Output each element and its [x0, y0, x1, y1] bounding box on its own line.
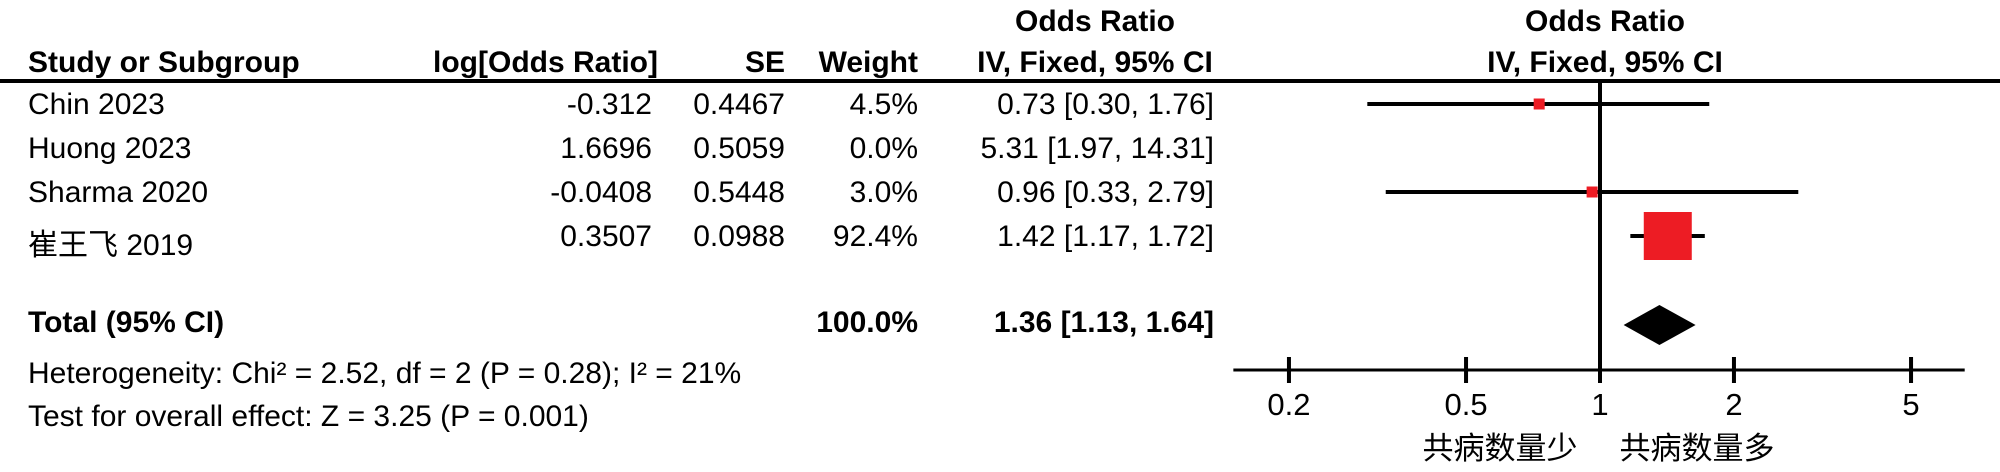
study-row: Huong 2023 1.6696 0.5059 0.0% 5.31 [1.97, 14…	[0, 132, 2000, 166]
study-se: 0.0988	[693, 220, 785, 253]
total-diamond	[1623, 305, 1696, 345]
axis-tick-label: 0.2	[1267, 387, 1310, 422]
study-marker	[1643, 212, 1692, 260]
study-log-or: 1.6696	[560, 132, 652, 165]
axis-tick-label: 5	[1902, 387, 1919, 422]
study-log-or: -0.312	[566, 88, 652, 121]
study-ci-text: 1.42 [1.17, 1.72]	[997, 220, 1214, 253]
plot-or-title: Odds Ratio	[1524, 5, 1685, 38]
total-label: Total (95% CI)	[28, 306, 225, 339]
study-row: Sharma 2020 -0.0408 0.5448 3.0% 0.96 [0.33, …	[0, 176, 2000, 210]
study-weight: 3.0%	[849, 176, 918, 209]
overall-effect-text: Test for overall effect: Z = 3.25 (P = 0…	[28, 400, 589, 433]
header-study-or-subgroup: Study or Subgroup	[28, 46, 300, 79]
study-weight: 4.5%	[849, 88, 918, 121]
study-marker	[1586, 186, 1598, 198]
study-ci-text: 0.73 [0.30, 1.76]	[997, 88, 1214, 121]
header-rule	[0, 79, 2000, 83]
study-ci-text: 5.31 [1.97, 14.31]	[980, 132, 1214, 165]
header-weight: Weight	[818, 46, 918, 79]
header-se: SE	[744, 46, 785, 79]
study-log-or: 0.3507	[560, 220, 652, 253]
axis-tick-label: 2	[1725, 387, 1742, 422]
study-se: 0.5448	[693, 176, 785, 209]
study-se: 0.4467	[693, 88, 785, 121]
table-or-title: Odds Ratio	[1014, 5, 1175, 38]
study-name: Huong 2023	[28, 132, 192, 165]
header-table-method: IV, Fixed, 95% CI	[977, 46, 1213, 79]
study-marker	[1533, 98, 1545, 110]
study-ci-text: 0.96 [0.33, 2.79]	[997, 176, 1214, 209]
axis-caption-left: 共病数量少	[1423, 431, 1578, 466]
study-row: 崔王飞 2019 0.3507 0.0988 92.4% 1.42 [1.17, 1.7…	[0, 220, 2000, 262]
study-row: Chin 2023 -0.312 0.4467 4.5% 0.73 [0.30, 1.7…	[0, 88, 2000, 122]
study-se: 0.5059	[693, 132, 785, 165]
header-log-odds-ratio: log[Odds Ratio]	[433, 46, 658, 79]
heterogeneity-text: Heterogeneity: Chi² = 2.52, df = 2 (P = …	[28, 357, 742, 390]
total-weight: 100.0%	[816, 306, 918, 339]
axis-tick-label: 1	[1591, 387, 1608, 422]
axis-caption-right: 共病数量多	[1620, 431, 1775, 466]
study-name: Chin 2023	[28, 88, 165, 121]
study-weight: 92.4%	[832, 220, 918, 253]
axis-tick-label: 0.5	[1444, 387, 1487, 422]
study-log-or: -0.0408	[550, 176, 652, 209]
study-weight: 0.0%	[849, 132, 918, 165]
total-ci-text: 1.36 [1.13, 1.64]	[993, 306, 1214, 339]
study-name: Sharma 2020	[28, 176, 209, 209]
header-plot-method: IV, Fixed, 95% CI	[1487, 46, 1723, 79]
total-row: Total (95% CI) 100.0% 1.36 [1.13, 1.64]	[0, 306, 2000, 340]
study-name: 崔王飞 2019	[28, 229, 194, 262]
